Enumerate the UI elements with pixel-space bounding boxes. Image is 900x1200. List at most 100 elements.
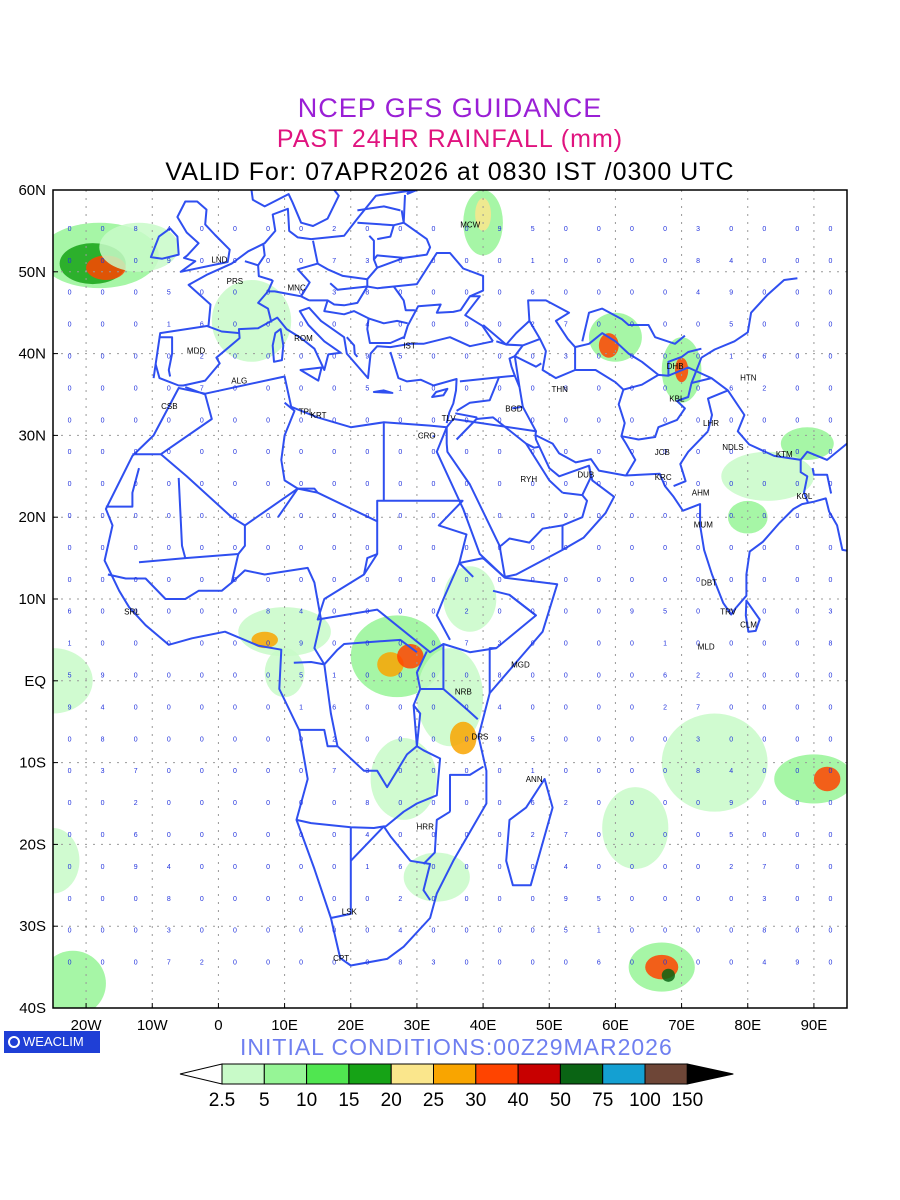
svg-text:0: 0	[398, 577, 402, 584]
grid-values: 0 0 8 4 0 0 0 0 2 0 0 0 0 9 5 0 0 0 0 3 0 0 0 0 0 0 0 9 0 0 0 0 7 3 0 0 0 0 1 0…	[68, 226, 833, 967]
city-label-tlv: TLV	[442, 414, 457, 423]
svg-text:0: 0	[266, 736, 270, 743]
svg-text:0: 0	[68, 736, 72, 743]
svg-text:0: 0	[465, 896, 469, 903]
svg-text:0: 0	[299, 736, 303, 743]
svg-text:0: 0	[266, 258, 270, 265]
svg-text:0: 0	[696, 354, 700, 361]
svg-text:0: 0	[167, 449, 171, 456]
svg-text:0: 0	[795, 258, 799, 265]
svg-text:0: 0	[465, 417, 469, 424]
svg-text:0: 0	[729, 896, 733, 903]
svg-text:0: 0	[200, 800, 204, 807]
svg-text:0: 0	[101, 641, 105, 648]
svg-text:0: 0	[829, 832, 833, 839]
svg-text:0: 0	[200, 928, 204, 935]
svg-text:2: 2	[531, 322, 535, 329]
svg-text:3: 3	[167, 928, 171, 935]
svg-text:0: 0	[663, 290, 667, 297]
svg-text:8: 8	[365, 290, 369, 297]
svg-text:0: 0	[233, 960, 237, 967]
svg-text:0: 0	[200, 513, 204, 520]
svg-text:0: 0	[663, 896, 667, 903]
svg-text:0: 0	[630, 928, 634, 935]
svg-text:0: 0	[101, 609, 105, 616]
svg-text:0: 0	[134, 609, 138, 616]
svg-text:0: 0	[332, 800, 336, 807]
svg-text:0: 0	[432, 258, 436, 265]
svg-text:0: 0	[696, 481, 700, 488]
svg-text:0: 0	[531, 354, 535, 361]
svg-text:0: 0	[365, 736, 369, 743]
city-label-lsk: LSK	[342, 907, 358, 916]
svg-text:0: 0	[332, 896, 336, 903]
svg-text:0: 0	[365, 577, 369, 584]
svg-text:0: 0	[134, 513, 138, 520]
city-label-cro: CRO	[418, 431, 436, 440]
svg-text:6: 6	[663, 673, 667, 680]
svg-text:0: 0	[663, 385, 667, 392]
svg-text:0: 0	[597, 673, 601, 680]
svg-text:0: 0	[398, 768, 402, 775]
svg-text:0: 0	[729, 449, 733, 456]
svg-text:0: 0	[498, 577, 502, 584]
svg-text:5: 5	[531, 226, 535, 233]
svg-text:0: 0	[432, 290, 436, 297]
svg-text:0: 0	[167, 736, 171, 743]
svg-text:0: 0	[134, 736, 138, 743]
svg-text:0: 0	[531, 481, 535, 488]
svg-text:0: 0	[233, 800, 237, 807]
svg-text:0: 0	[200, 449, 204, 456]
svg-text:0: 0	[266, 290, 270, 297]
svg-text:0: 0	[531, 896, 535, 903]
svg-text:0: 0	[233, 258, 237, 265]
legend-swatch	[348, 1063, 392, 1085]
svg-text:0: 0	[663, 545, 667, 552]
legend-swatch	[475, 1063, 519, 1085]
legend-label: 10	[296, 1090, 317, 1111]
svg-text:0: 0	[134, 290, 138, 297]
svg-text:5: 5	[597, 896, 601, 903]
svg-text:0: 0	[299, 385, 303, 392]
svg-text:0: 0	[597, 545, 601, 552]
svg-text:0: 0	[101, 417, 105, 424]
svg-text:0: 0	[398, 545, 402, 552]
svg-text:0: 0	[200, 768, 204, 775]
lat-label: 40S	[19, 1000, 46, 1017]
svg-text:0: 0	[68, 417, 72, 424]
svg-text:0: 0	[829, 960, 833, 967]
axis-labels: 60N 50N 40N 30N 20N 10N EQ 10S 20S 30S 40S 20W 10W 0 1…	[18, 182, 827, 1034]
svg-text:0: 0	[134, 704, 138, 711]
svg-text:0: 0	[564, 641, 568, 648]
svg-text:0: 0	[200, 545, 204, 552]
svg-text:0: 0	[200, 290, 204, 297]
svg-text:0: 0	[432, 385, 436, 392]
svg-text:7: 7	[332, 258, 336, 265]
svg-text:0: 0	[68, 960, 72, 967]
legend-swatch	[517, 1063, 561, 1085]
svg-text:0: 0	[200, 417, 204, 424]
legend-label: 5	[259, 1090, 270, 1111]
svg-text:0: 0	[795, 449, 799, 456]
svg-text:0: 0	[498, 768, 502, 775]
svg-text:8: 8	[365, 800, 369, 807]
city-label-lhr: LHR	[703, 419, 719, 428]
svg-text:0: 0	[795, 577, 799, 584]
svg-text:0: 0	[762, 736, 766, 743]
svg-text:0: 0	[795, 290, 799, 297]
svg-text:0: 0	[200, 258, 204, 265]
svg-text:0: 0	[597, 258, 601, 265]
svg-text:0: 0	[332, 545, 336, 552]
svg-text:1: 1	[398, 385, 402, 392]
svg-text:0: 0	[167, 417, 171, 424]
svg-text:0: 0	[332, 385, 336, 392]
city-label-nrb: NRB	[455, 687, 472, 696]
svg-text:1: 1	[531, 258, 535, 265]
svg-text:0: 0	[233, 832, 237, 839]
svg-text:0: 0	[134, 960, 138, 967]
legend-swatch	[390, 1063, 435, 1085]
svg-text:6: 6	[200, 322, 204, 329]
svg-text:0: 0	[68, 290, 72, 297]
svg-text:0: 0	[465, 768, 469, 775]
svg-text:0: 0	[134, 258, 138, 265]
